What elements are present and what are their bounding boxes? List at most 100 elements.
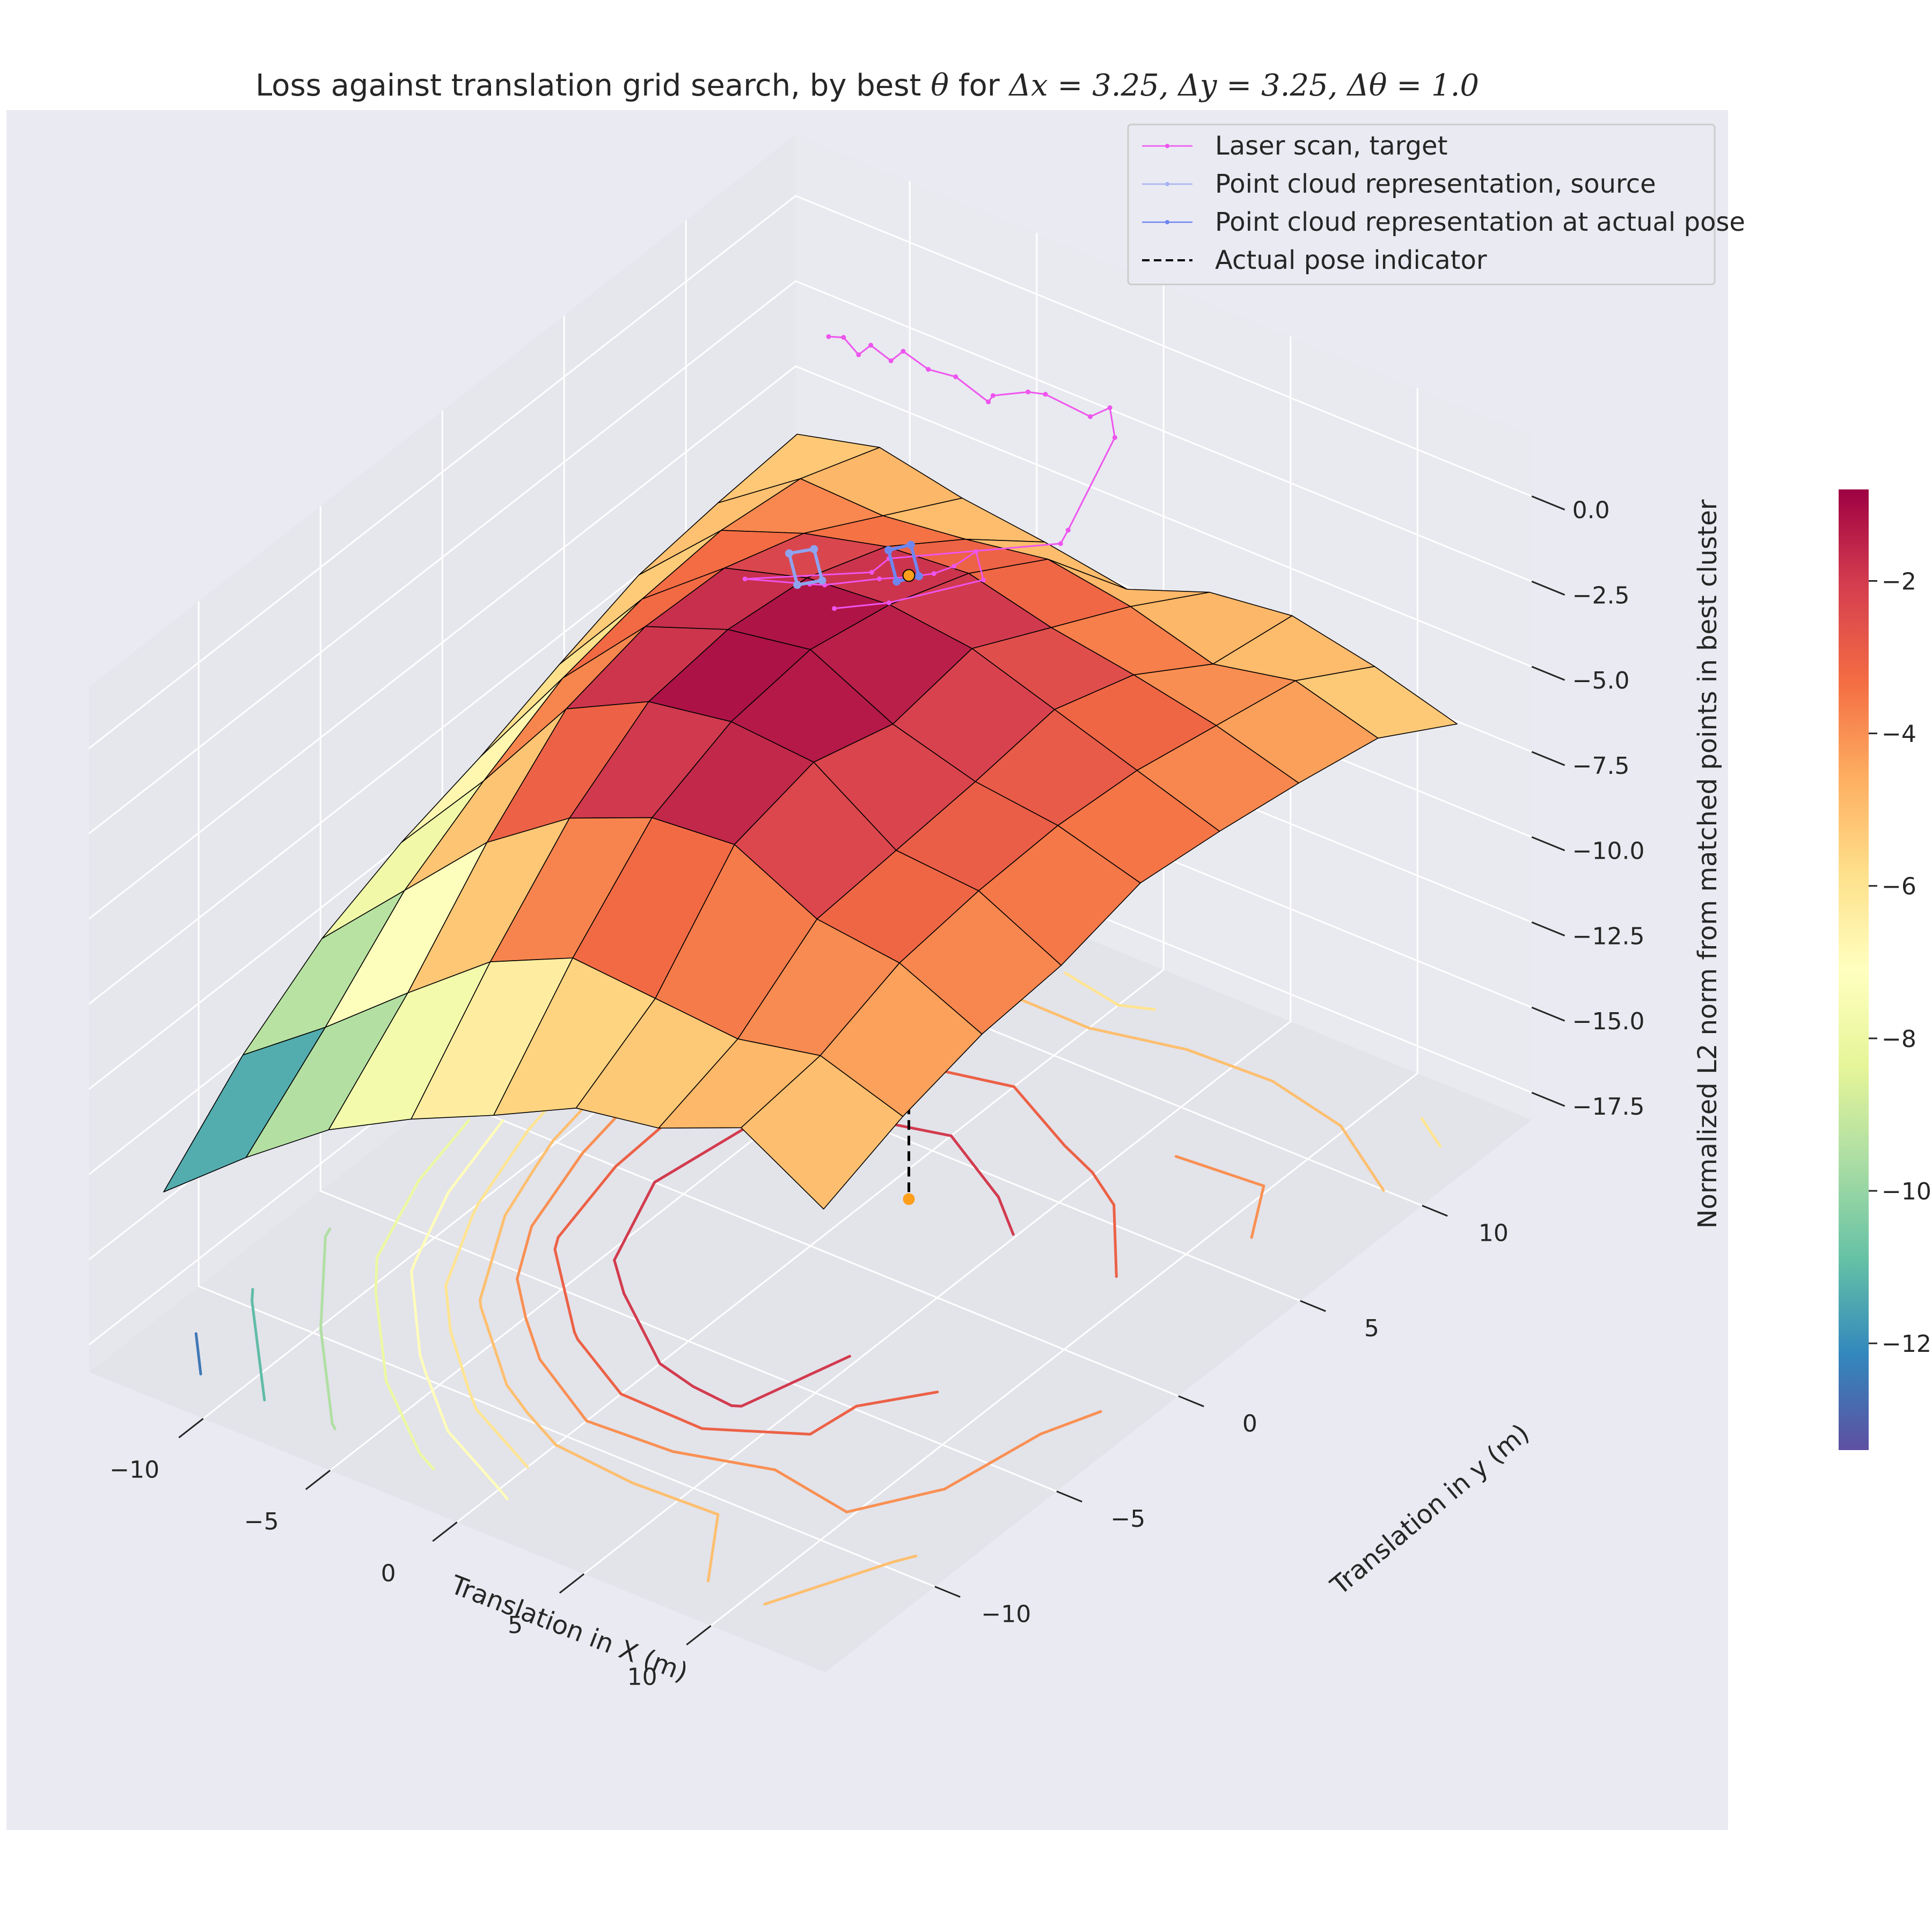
x-tick-label: 0 <box>381 1560 396 1587</box>
loss-surface <box>163 434 1458 1210</box>
colorbar-tick-label: −4 <box>1882 721 1916 748</box>
contour-segment <box>997 1195 1015 1236</box>
z-tick-label: −17.5 <box>1572 1093 1645 1121</box>
contour-segment <box>557 1165 617 1239</box>
contour-segment <box>554 1443 634 1484</box>
gridline-x <box>710 388 1418 1627</box>
contour-segment <box>423 1370 450 1433</box>
point-cloud-at-actual-pose-point <box>892 577 901 586</box>
contour-segment <box>194 1332 202 1375</box>
contour-segment <box>1012 1085 1066 1147</box>
legend-label: Point cloud representation, source <box>1215 169 1656 199</box>
z-tick-label: −12.5 <box>1572 923 1645 950</box>
z-tick-label: −7.5 <box>1572 752 1630 780</box>
contour-segment <box>471 1203 479 1217</box>
y-tick-label: −5 <box>1110 1505 1145 1533</box>
laser-scan-target-point <box>869 569 874 575</box>
source-point-cloud-point <box>810 545 818 553</box>
chart-title-dtheta: Δθ = 1.0 <box>1346 68 1479 103</box>
z-tick-mark <box>1531 580 1565 596</box>
contour-segment <box>474 1408 529 1469</box>
chart-title-prefix: Loss against translation grid search, by… <box>255 68 931 103</box>
laser-scan-target-point <box>990 393 996 398</box>
laser-scan-target-point <box>1043 392 1048 397</box>
gridline-x <box>456 284 1165 1523</box>
colorbar-tick-label: −8 <box>1882 1026 1916 1053</box>
contour-segment <box>374 1290 385 1356</box>
x-tick-label: −5 <box>244 1508 279 1535</box>
z-tick-mark <box>1531 1006 1565 1022</box>
contour-segment <box>320 1332 334 1425</box>
contour-segment <box>251 1299 264 1382</box>
contour-segment <box>479 1306 508 1387</box>
laser-scan-target-point <box>888 358 894 363</box>
x-tick-label: −10 <box>109 1457 159 1484</box>
contour-segment <box>809 1404 858 1436</box>
contour-segment <box>418 1452 435 1470</box>
laser-scan-target-point <box>1065 528 1071 533</box>
contour-segment <box>613 1181 656 1262</box>
contour-segment <box>444 1214 474 1287</box>
legend-label: Point cloud representation at actual pos… <box>1215 207 1745 237</box>
x-tick-label: 10 <box>627 1664 657 1691</box>
y-tick-mark <box>934 1586 961 1598</box>
colorbar-tick-label: −6 <box>1882 873 1916 901</box>
contour-segment <box>763 1561 894 1606</box>
y-tick-mark <box>1422 1205 1448 1217</box>
contour-segment <box>1250 1184 1265 1239</box>
contour-segment <box>855 1391 939 1408</box>
gridline-z <box>88 280 1532 835</box>
z-tick-label: −5.0 <box>1572 667 1630 694</box>
x-axis-ticks: −10 −5 0 5 10 <box>109 1418 712 1691</box>
contour-segment <box>503 1164 538 1217</box>
laser-scan-target-point <box>886 600 891 605</box>
y-tick-label: 0 <box>1242 1410 1257 1438</box>
contour-segment <box>476 1129 530 1206</box>
contour-segment <box>658 1362 695 1388</box>
actual-pose-indicator-top <box>902 569 916 582</box>
x-tick-mark <box>305 1469 331 1490</box>
contour-segment <box>1091 1171 1116 1206</box>
legend: Laser scan, target Point cloud representa… <box>1127 123 1745 286</box>
laser-scan-target <box>744 335 1116 610</box>
contour-segment <box>251 1287 254 1302</box>
laser-scan-target-point <box>952 564 956 569</box>
z-tick-mark <box>1531 921 1565 936</box>
z-tick-label: −10.0 <box>1572 838 1645 865</box>
contour-segment <box>505 1384 529 1415</box>
source-point-cloud-point <box>793 581 802 589</box>
z-tick-label: −15.0 <box>1572 1008 1645 1035</box>
contour-segment <box>1339 1124 1385 1192</box>
colorbar-tick-label: −2 <box>1882 568 1916 595</box>
laser-scan-target-point <box>826 334 831 339</box>
laser-scan-target-point <box>1088 414 1093 419</box>
contour-segment <box>479 1214 507 1301</box>
contour-segment <box>631 1481 720 1516</box>
contour-segment <box>845 1488 946 1513</box>
z-tick-mark <box>1531 751 1565 766</box>
legend-box <box>1127 123 1716 286</box>
y-tick-label: 5 <box>1364 1315 1379 1342</box>
laser-scan-target-point <box>877 576 882 582</box>
contour-segment <box>538 1358 588 1423</box>
laser-scan-target-point <box>986 399 991 405</box>
y-tick-mark <box>1178 1395 1204 1408</box>
contour-segment <box>385 1380 421 1455</box>
laser-scan-target-point <box>1107 405 1113 411</box>
z-tick-mark <box>1531 836 1565 852</box>
laser-scan-target-point <box>1112 435 1117 440</box>
laser-scan-target-point <box>856 352 861 357</box>
legend-swatch-marker <box>1165 144 1169 148</box>
contour-segment <box>553 1248 576 1334</box>
point-cloud-at-actual-pose-point <box>906 540 915 549</box>
contour-segment <box>319 1235 327 1330</box>
x-tick-mark <box>178 1418 204 1438</box>
colorbar-tick-label: −10 <box>1882 1178 1931 1205</box>
contour-segment <box>417 1118 471 1182</box>
point-cloud-at-actual-pose-point <box>914 572 923 581</box>
contour-segment <box>1185 1048 1274 1082</box>
chart-title: Loss against translation grid search, by… <box>255 68 1479 103</box>
contour-segment <box>447 1119 504 1194</box>
floor-contours <box>194 903 1441 1606</box>
